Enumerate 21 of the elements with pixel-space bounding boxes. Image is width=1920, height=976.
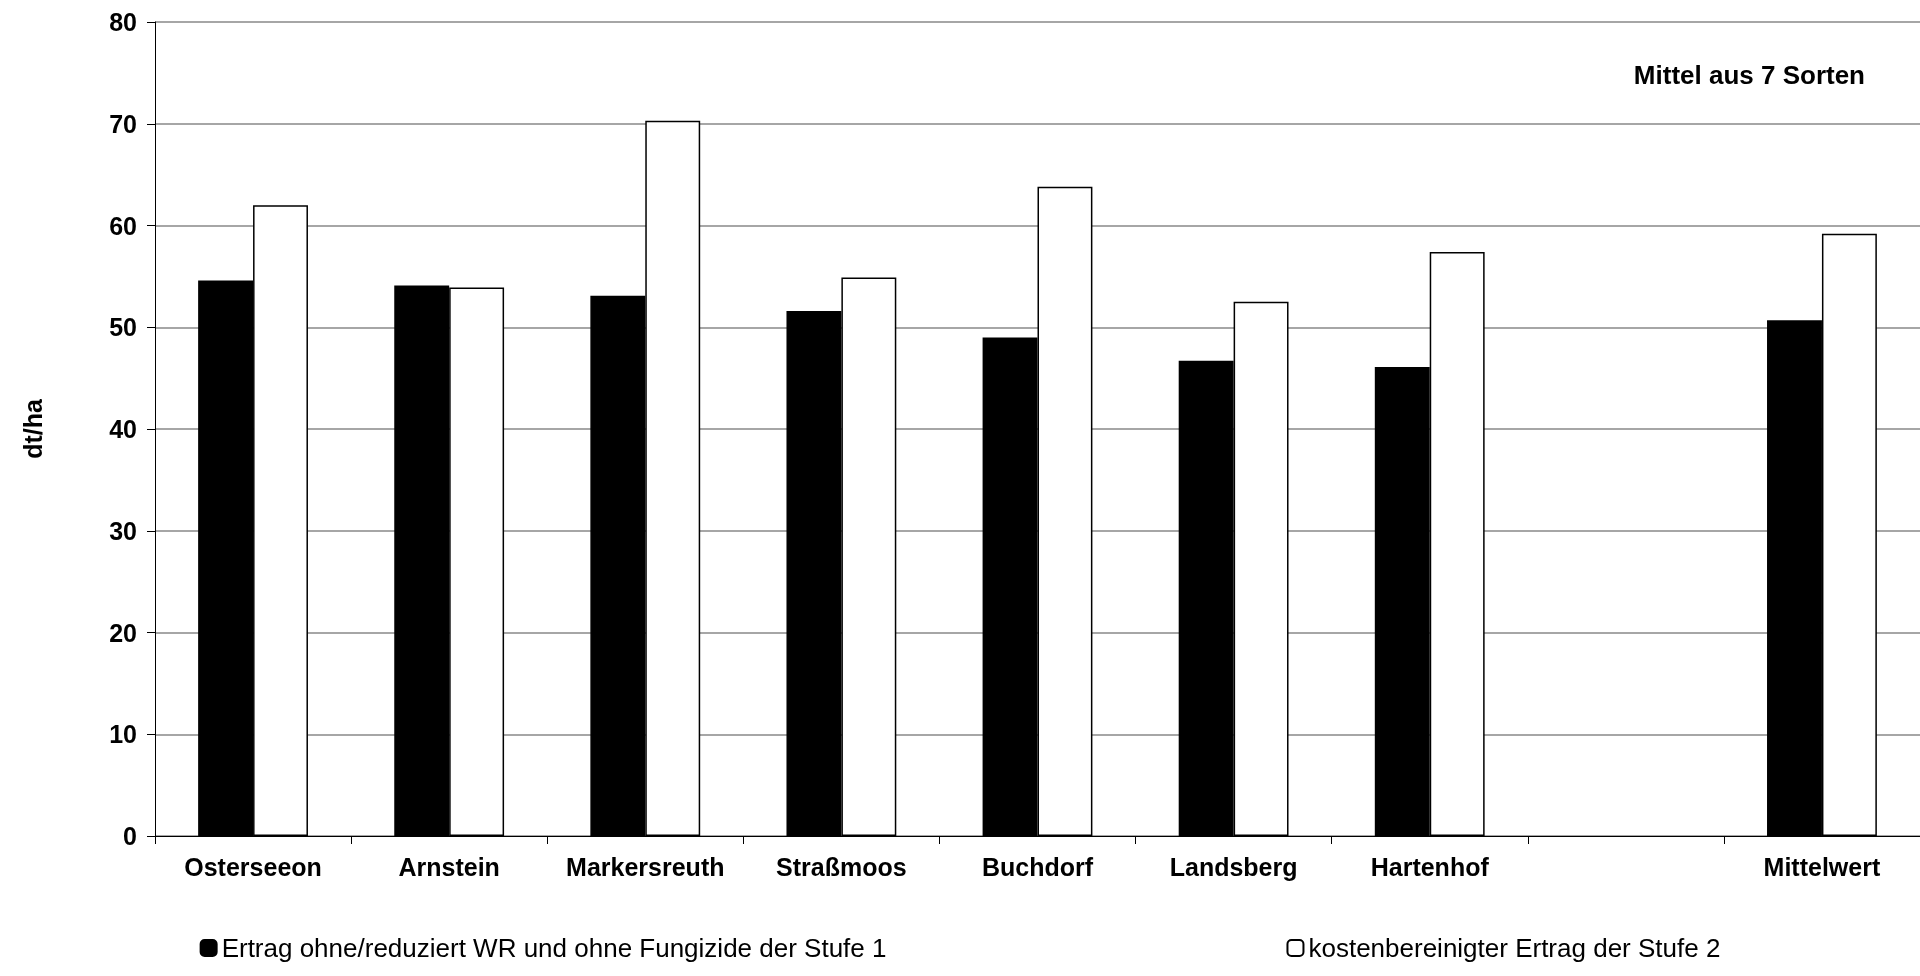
- x-tick-label: Landsberg: [1169, 852, 1298, 881]
- x-tick-label: Osterseeon: [184, 852, 322, 881]
- y-tick-label: 60: [109, 211, 137, 240]
- x-tick-label: Mittelwert: [1763, 852, 1881, 881]
- y-tick-label: 50: [109, 313, 137, 342]
- x-tick-label: Buchdorf: [981, 852, 1094, 881]
- y-tick-label: 0: [123, 822, 137, 850]
- y-axis-title: dt/ha: [18, 398, 47, 459]
- legend-label: Ertrag ohne/reduziert WR und ohne Fungizide der Stufe 1: [221, 933, 887, 963]
- x-tick-label: Straßmoos: [776, 852, 907, 881]
- annotation: Mittel aus 7 Sorten: [1633, 60, 1865, 90]
- y-tick-label: 20: [109, 618, 137, 647]
- y-tick-label: 80: [109, 8, 137, 36]
- x-tick-label: Hartenhof: [1370, 852, 1490, 881]
- y-tick-label: 70: [109, 109, 137, 138]
- x-tick-label: Markersreuth: [566, 852, 725, 881]
- y-tick-label: 30: [109, 516, 137, 545]
- y-tick-label: 40: [109, 415, 137, 443]
- y-tick-label: 10: [109, 720, 137, 749]
- legend-label: kostenbereinigter Ertrag der Stufe 2: [1308, 933, 1721, 963]
- x-tick-label: Arnstein: [398, 852, 500, 881]
